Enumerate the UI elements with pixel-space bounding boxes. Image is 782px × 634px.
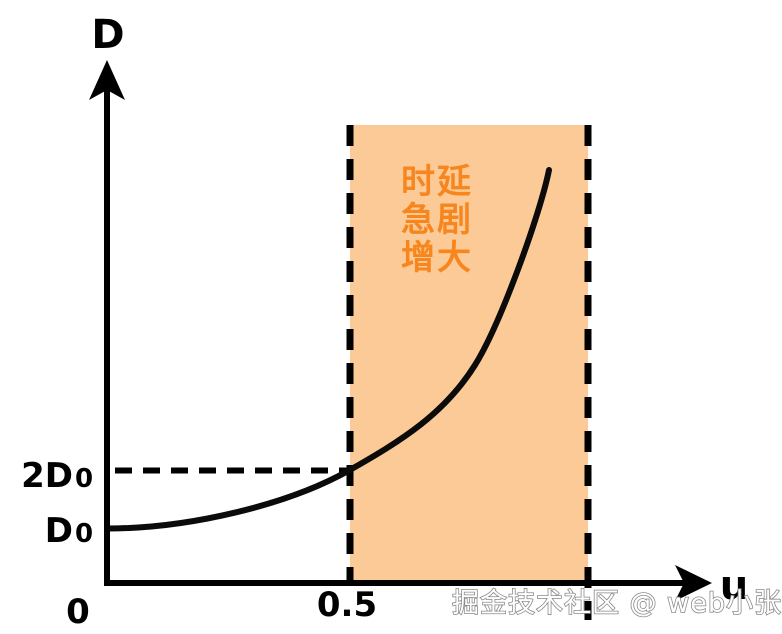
region-annotation-line-2: 急剧 <box>401 200 473 240</box>
x-axis-arrowhead <box>675 565 712 601</box>
y-axis-arrowhead <box>89 60 125 100</box>
y-tick-2d0-subscript: 0 <box>75 464 93 494</box>
y-tick-2d0-label: 2D <box>21 456 73 496</box>
delay-curve <box>104 167 552 532</box>
x-axis-label: u <box>720 563 748 609</box>
watermark-text: 掘金技术社区 @ web小张 <box>452 588 782 619</box>
y-tick-d0-label: D <box>45 511 73 551</box>
region-annotation-line-3: 增大 <box>401 238 473 278</box>
y-axis-label: D <box>91 12 124 58</box>
x-tick-05-label: 0.5 <box>317 585 377 625</box>
origin-tick-label: 0 <box>66 592 90 632</box>
shaded-region <box>350 125 588 583</box>
region-annotation-line-1: 时延 <box>401 162 473 202</box>
y-tick-d0-subscript: 0 <box>75 519 93 549</box>
